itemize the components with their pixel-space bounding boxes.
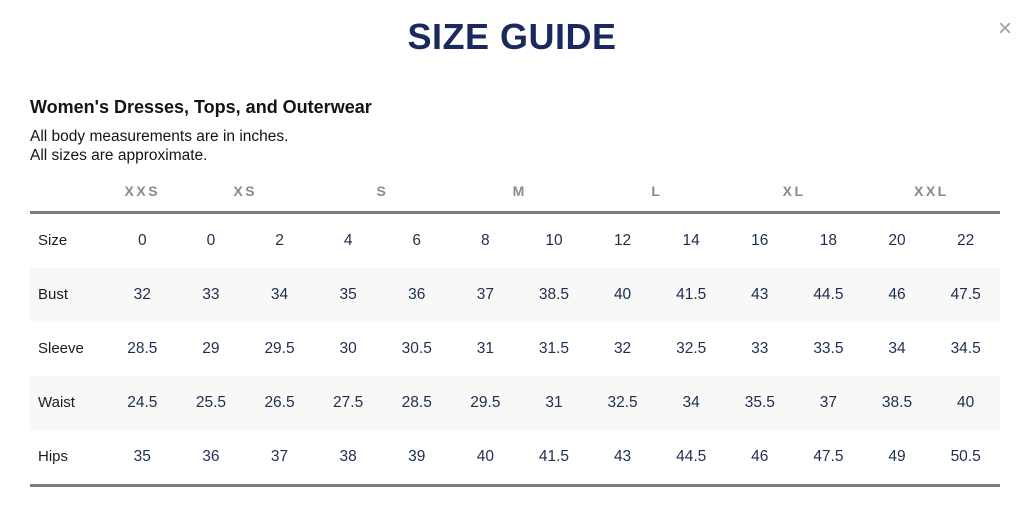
size-group-label-m: M	[512, 182, 527, 199]
measurement-value: 41.5	[538, 447, 570, 465]
measurement-value: 38	[339, 447, 357, 465]
size-guide-section: Women's Dresses, Tops, and Outerwear All…	[30, 97, 994, 165]
measurement-value: 0	[137, 231, 147, 249]
measurement-value: 37	[819, 393, 838, 411]
measurement-value: 35.5	[744, 393, 775, 411]
measurement-value: 47.5	[813, 447, 844, 465]
measurement-value: 29	[202, 339, 220, 357]
measurement-value: 32.5	[676, 339, 707, 357]
measurement-value: 33	[202, 285, 220, 303]
measurement-value: 32	[133, 285, 151, 303]
close-icon[interactable]: ×	[997, 15, 1012, 42]
measurement-value: 25.5	[195, 393, 226, 411]
measurement-value: 37	[476, 285, 494, 303]
measurement-value: 34	[682, 393, 700, 411]
measurement-value: 37	[270, 447, 289, 465]
row-label-bust: Bust	[38, 286, 69, 304]
measurement-value: 28.5	[127, 339, 158, 357]
measurement-notes: All body measurements are in inches. All…	[30, 127, 994, 165]
measurement-value: 12	[613, 231, 632, 249]
measurement-value: 22	[957, 231, 975, 249]
measurement-value: 46	[751, 447, 769, 465]
measurement-value: 8	[481, 231, 490, 249]
measurement-value: 40	[613, 285, 632, 303]
measurement-value: 34	[270, 285, 289, 303]
measurement-value: 34	[888, 339, 906, 357]
measurement-value: 50.5	[950, 447, 981, 465]
measurement-value: 33.5	[813, 339, 844, 357]
page-title: SIZE GUIDE	[407, 16, 617, 57]
measurement-value: 38.5	[881, 393, 913, 411]
size-group-label-xxl: XXL	[913, 182, 949, 199]
measurement-value: 41.5	[676, 285, 707, 303]
table-row-waist: Waist 24.5 25.5 26.5 27.5 28.5 29.5 31 32.5 34 35.…	[30, 375, 1000, 430]
measurement-value: 34.5	[950, 339, 981, 357]
size-chart-body: Size 0 0 2 4 6 8 10 12 14 16 18 20 22 Bust 32 33 34 35 36 37…	[30, 212, 1000, 486]
measurement-value: 24.5	[127, 393, 158, 411]
size-group-label-xxs: XXS	[124, 182, 161, 199]
measurement-value: 2	[275, 231, 284, 249]
measurement-value: 14	[682, 231, 700, 249]
row-label-waist: Waist	[38, 394, 75, 412]
measurement-value: 29.5	[470, 393, 501, 411]
size-group-label-xs: XS	[233, 182, 258, 199]
row-label-hips: Hips	[38, 448, 69, 466]
size-group-header-spacer	[30, 176, 108, 213]
measurement-value: 40	[957, 393, 975, 411]
category-heading: Women's Dresses, Tops, and Outerwear	[30, 96, 372, 117]
measurement-value: 38.5	[538, 285, 570, 303]
row-label-size: Size	[38, 232, 68, 250]
row-label-sleeve: Sleeve	[38, 340, 84, 358]
measurement-value: 28.5	[401, 393, 432, 411]
measurement-value: 40	[476, 447, 494, 465]
measurement-value: 30	[339, 339, 357, 357]
measurement-value: 6	[412, 231, 422, 249]
measurement-value: 39	[408, 447, 426, 465]
measurement-value: 10	[545, 231, 563, 249]
measurement-value: 18	[819, 231, 838, 249]
measurement-value: 4	[343, 231, 353, 249]
table-row-bust: Bust 32 33 34 35 36 37 38.5 40 41.5 43 44.5 46 47.5	[30, 267, 1000, 322]
measurement-value: 20	[888, 231, 906, 249]
measurement-value: 43	[751, 285, 769, 303]
note-units: All body measurements are in inches.	[30, 127, 289, 145]
size-group-label-s: S	[376, 182, 389, 199]
measurement-value: 35	[339, 285, 357, 303]
note-approximate: All sizes are approximate.	[30, 146, 208, 164]
measurement-value: 29.5	[264, 339, 295, 357]
size-group-label-l: L	[651, 182, 663, 199]
measurement-value: 30.5	[401, 339, 432, 357]
measurement-value: 32.5	[607, 393, 638, 411]
measurement-value: 31	[476, 339, 494, 357]
measurement-value: 0	[206, 231, 216, 249]
measurement-value: 31	[545, 393, 563, 411]
measurement-value: 36	[202, 447, 220, 465]
measurement-value: 16	[751, 231, 769, 249]
measurement-value: 46	[888, 285, 906, 303]
measurement-value: 31.5	[538, 339, 570, 357]
measurement-value: 35	[133, 447, 151, 465]
size-group-header-row: XXS XS S M L XL XXL	[30, 176, 1000, 213]
size-group-header: XXS XS S M L XL XXL	[30, 176, 1000, 213]
measurement-value: 32	[613, 339, 632, 357]
table-row-hips: Hips 35 36 37 38 39 40 41.5 43 44.5 46 47.5 49 50.5	[30, 430, 1000, 486]
measurement-value: 26.5	[264, 393, 295, 411]
measurement-value: 33	[751, 339, 769, 357]
measurement-value: 47.5	[950, 285, 981, 303]
table-row-sleeve: Sleeve 28.5 29 29.5 30 30.5 31 31.5 32 32.5 33 33.5…	[30, 322, 1000, 376]
size-chart-table: XXS XS S M L XL XXL Size 0 0 2 4 6 8 10 12 14 16 18 20 22 Bu…	[30, 176, 1000, 487]
measurement-value: 44.5	[676, 447, 707, 465]
measurement-value: 27.5	[333, 393, 364, 411]
measurement-value: 43	[613, 447, 632, 465]
size-group-label-xl: XL	[782, 182, 806, 199]
measurement-value: 36	[408, 285, 426, 303]
table-row-size: Size 0 0 2 4 6 8 10 12 14 16 18 20 22	[30, 212, 1000, 268]
measurement-value: 44.5	[813, 285, 844, 303]
measurement-value: 49	[888, 447, 906, 465]
